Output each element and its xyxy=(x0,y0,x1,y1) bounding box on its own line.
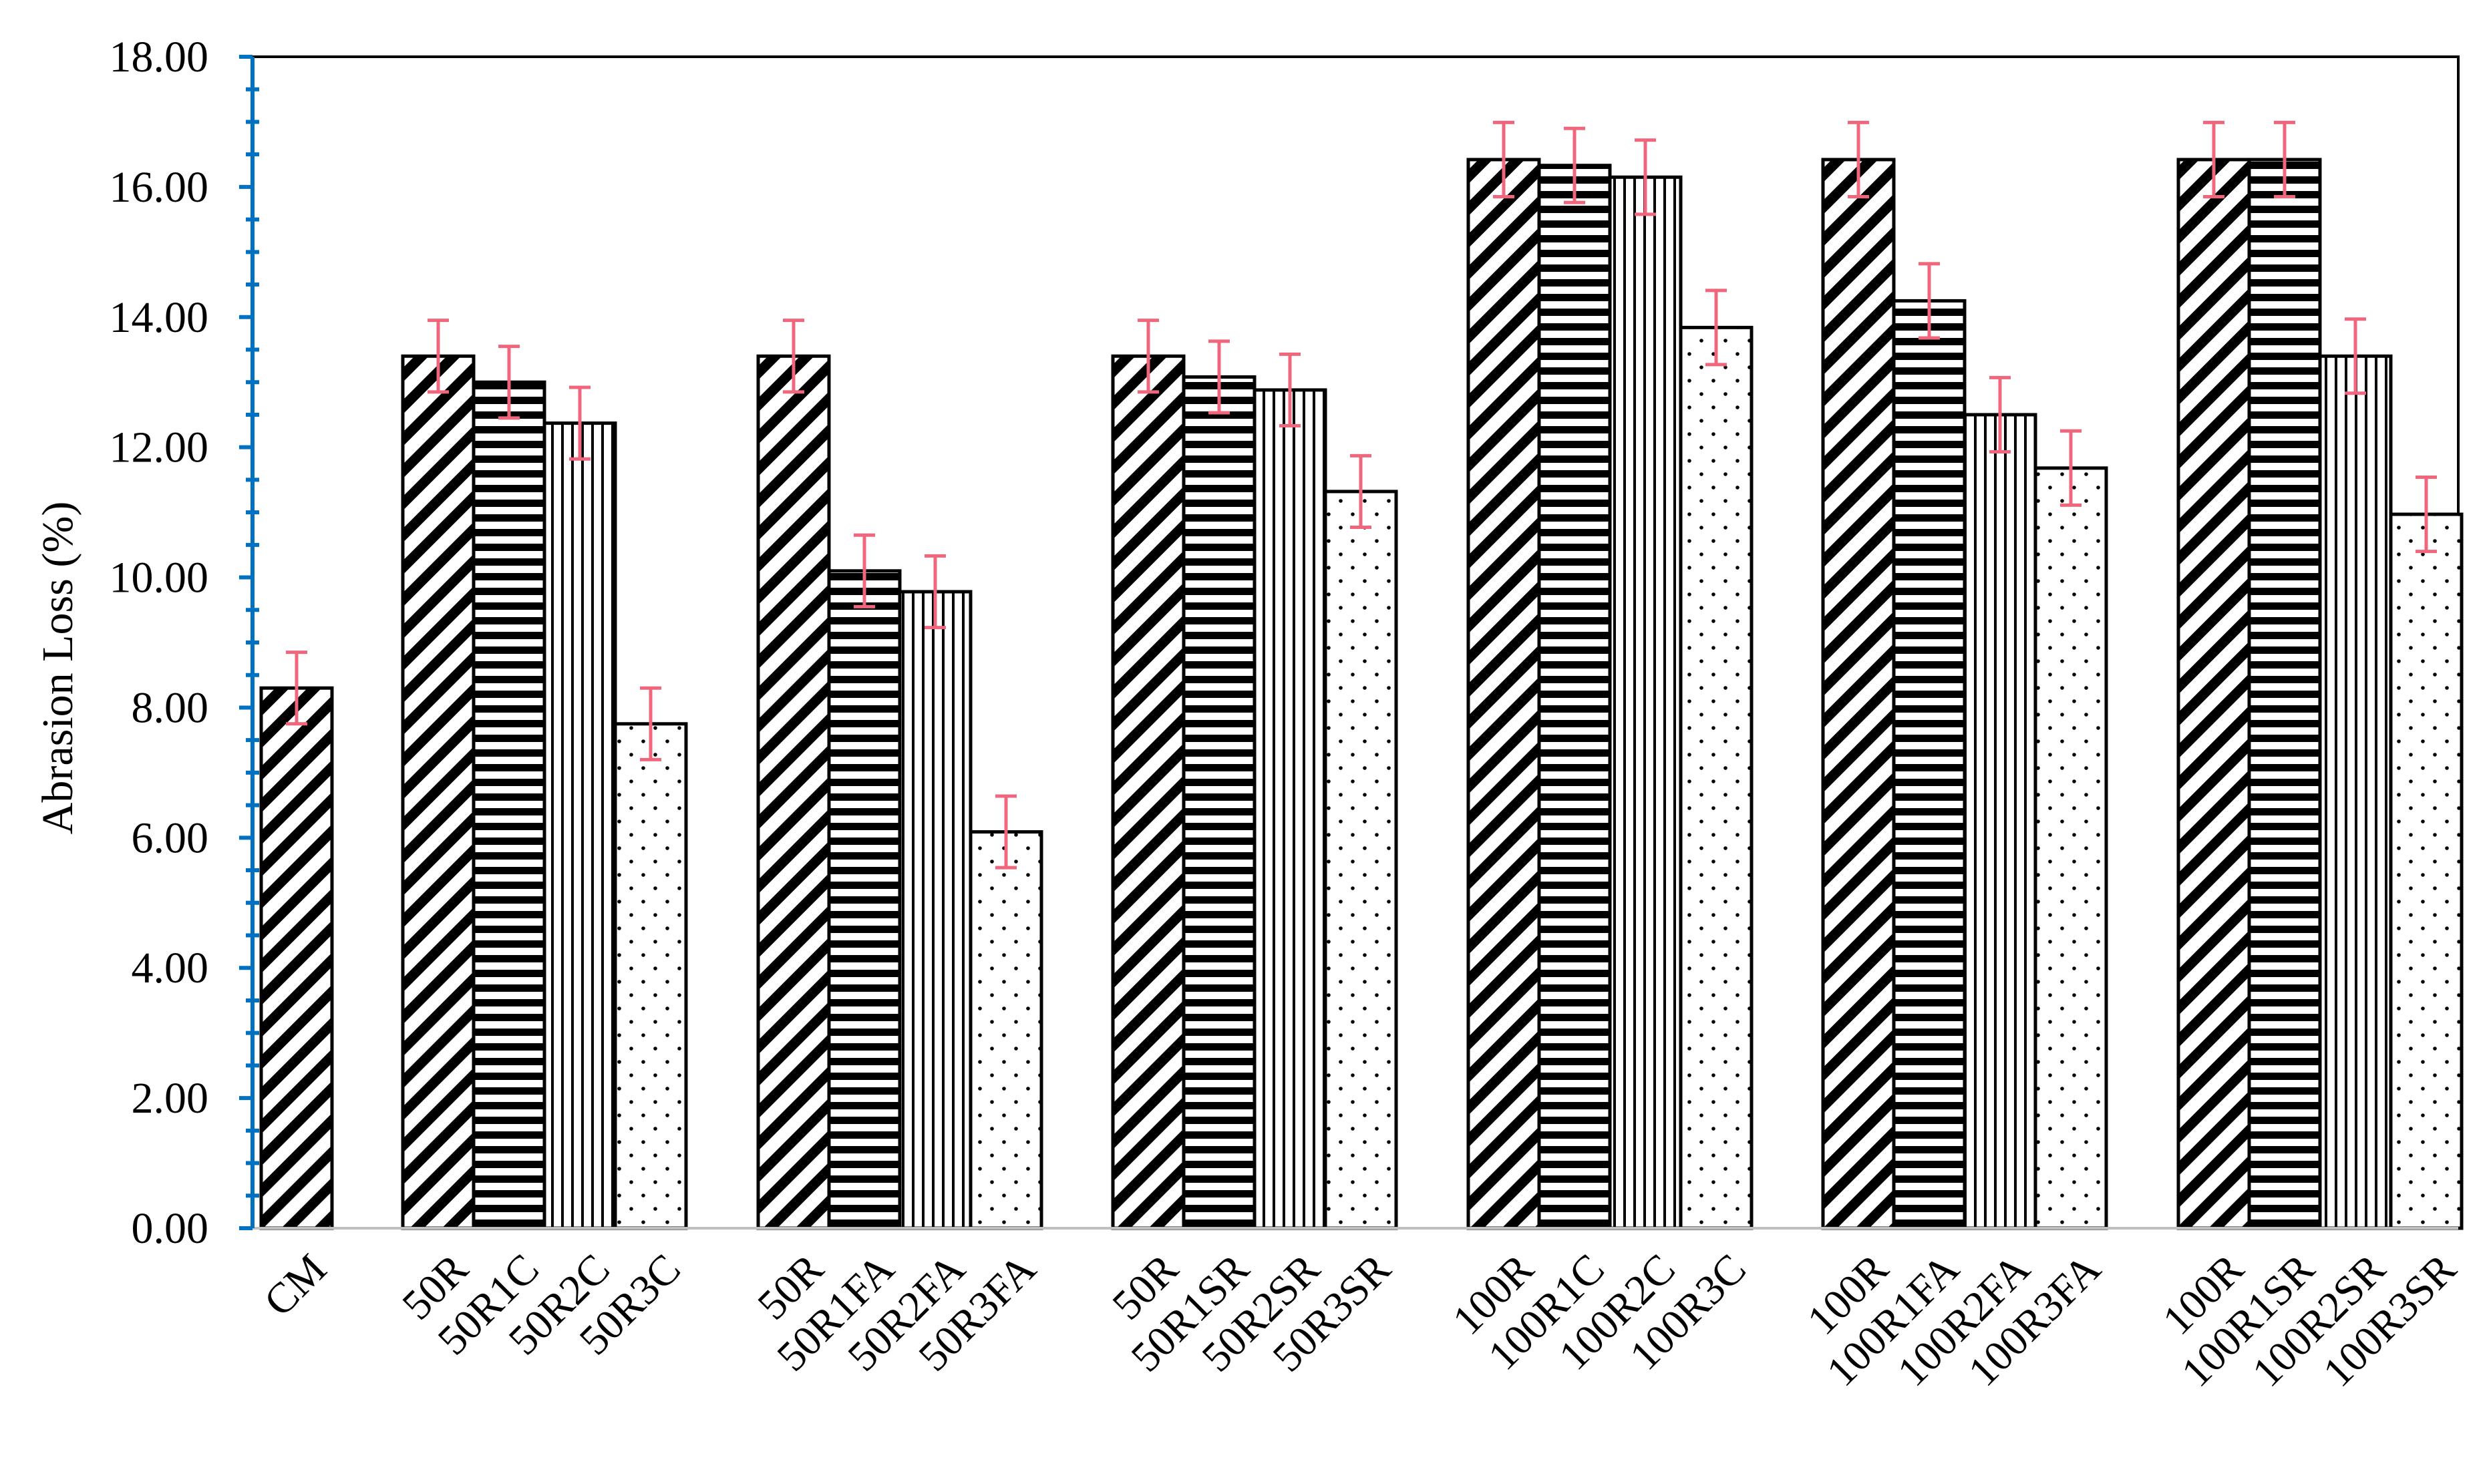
error-bar-100c-100r3c xyxy=(1705,289,1727,367)
x-tick-label: CM xyxy=(255,1245,335,1326)
y-tick-label: 4.00 xyxy=(132,944,209,992)
bar-cm-cm xyxy=(259,686,334,1230)
bar-100c-100r1c xyxy=(1537,164,1612,1230)
bar-c-50r xyxy=(401,354,476,1230)
bar-100sr-100r2sr xyxy=(2318,354,2393,1230)
bar-100fa-100r2fa xyxy=(1963,413,2037,1230)
bar-c-50r3c xyxy=(613,722,688,1230)
bar-fa-50r1fa xyxy=(827,569,902,1230)
bar-fa-50r xyxy=(756,354,831,1230)
error-bar-cm-cm xyxy=(286,651,307,726)
error-bar-sr-50r xyxy=(1138,319,1159,394)
error-bar-100c-100r2c xyxy=(1635,138,1656,216)
bar-100c-100r xyxy=(1466,158,1541,1230)
y-tick-label: 2.00 xyxy=(132,1074,209,1123)
bar-fa-50r2fa xyxy=(898,590,973,1230)
bar-sr-50r xyxy=(1111,354,1186,1230)
error-bar-fa-50r2fa xyxy=(925,554,946,630)
error-bar-100fa-100r3fa xyxy=(2060,429,2082,507)
bar-100fa-100r xyxy=(1821,158,1896,1230)
y-tick-label: 18.00 xyxy=(110,33,209,81)
y-tick-label: 16.00 xyxy=(110,163,209,212)
error-bar-sr-50r3sr xyxy=(1350,453,1371,530)
y-tick-label: 0.00 xyxy=(132,1204,209,1253)
bar-sr-50r3sr xyxy=(1323,490,1398,1230)
bar-100fa-100r3fa xyxy=(2033,466,2108,1230)
error-bar-fa-50r3fa xyxy=(995,794,1017,870)
error-bar-sr-50r1sr xyxy=(1208,339,1230,415)
error-bar-fa-50r xyxy=(783,319,804,394)
y-tick-label: 12.00 xyxy=(110,423,209,472)
bar-100sr-100r xyxy=(2176,158,2251,1230)
bar-100c-100r3c xyxy=(1679,325,1754,1230)
error-bar-100fa-100r2fa xyxy=(1989,375,2011,453)
error-bar-100fa-100r xyxy=(1848,120,1869,199)
bar-100sr-100r1sr xyxy=(2247,158,2322,1230)
error-bar-100c-100r xyxy=(1493,120,1514,199)
error-bar-c-50r1c xyxy=(498,345,520,420)
y-tick-label: 6.00 xyxy=(132,813,209,862)
error-bar-c-50r3c xyxy=(640,686,661,761)
error-bar-fa-50r1fa xyxy=(854,533,875,608)
bar-sr-50r1sr xyxy=(1182,375,1257,1230)
bar-100c-100r2c xyxy=(1608,175,1683,1230)
bar-sr-50r2sr xyxy=(1253,388,1327,1230)
y-tick-label: 10.00 xyxy=(110,554,209,602)
error-bar-100sr-100r xyxy=(2203,120,2224,199)
bar-100sr-100r3sr xyxy=(2389,512,2464,1230)
bar-fa-50r3fa xyxy=(969,830,1043,1230)
error-bar-sr-50r2sr xyxy=(1279,352,1301,428)
error-bar-100c-100r1c xyxy=(1564,126,1585,204)
y-tick-label: 8.00 xyxy=(132,683,209,732)
bar-c-50r2c xyxy=(542,421,617,1230)
error-bar-c-50r xyxy=(428,319,449,394)
error-bar-c-50r2c xyxy=(569,385,591,461)
error-bar-100sr-100r3sr xyxy=(2416,475,2437,554)
bar-c-50r1c xyxy=(472,380,546,1230)
y-axis-label: Abrasion Loss (%) xyxy=(33,502,82,835)
error-bar-100sr-100r1sr xyxy=(2274,120,2295,199)
error-bar-100fa-100r1fa xyxy=(1919,262,1940,340)
y-tick-label: 14.00 xyxy=(110,293,209,342)
error-bar-100sr-100r2sr xyxy=(2345,317,2366,395)
bar-100fa-100r1fa xyxy=(1892,299,1967,1230)
